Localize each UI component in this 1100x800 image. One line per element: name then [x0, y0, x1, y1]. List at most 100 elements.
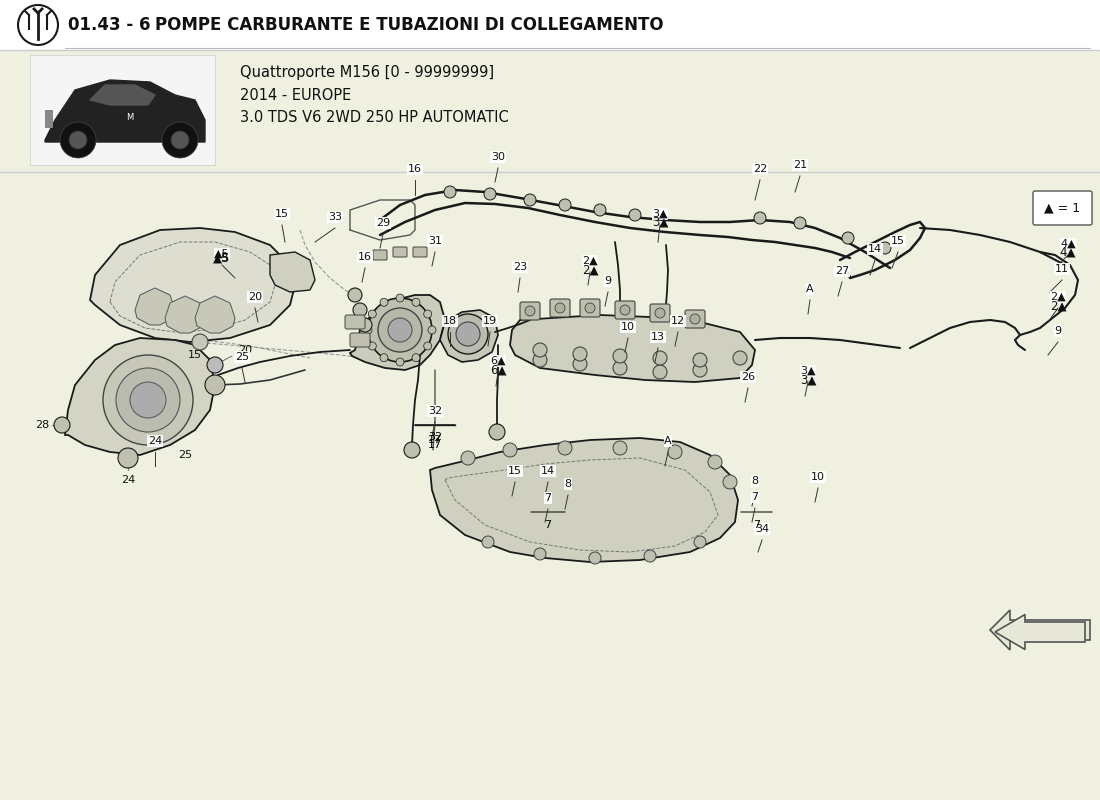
- Text: 3.0 TDS V6 2WD 250 HP AUTOMATIC: 3.0 TDS V6 2WD 250 HP AUTOMATIC: [240, 110, 508, 125]
- Circle shape: [170, 131, 189, 149]
- Bar: [0, 0, 1100, 50]
- Text: 7: 7: [754, 520, 760, 530]
- Polygon shape: [165, 296, 205, 333]
- Circle shape: [503, 443, 517, 457]
- Polygon shape: [90, 85, 155, 105]
- FancyBboxPatch shape: [393, 247, 407, 257]
- Text: 7: 7: [544, 493, 551, 503]
- Text: 8: 8: [564, 479, 572, 489]
- Circle shape: [428, 326, 436, 334]
- Text: 6▲: 6▲: [490, 363, 506, 377]
- Text: 10: 10: [811, 472, 825, 482]
- Text: 15: 15: [275, 209, 289, 219]
- Circle shape: [558, 441, 572, 455]
- Circle shape: [879, 242, 891, 254]
- Polygon shape: [510, 315, 755, 382]
- Text: 13: 13: [651, 332, 666, 342]
- Circle shape: [207, 357, 223, 373]
- Text: 15: 15: [508, 466, 522, 476]
- Circle shape: [118, 448, 138, 468]
- Circle shape: [456, 322, 480, 346]
- Circle shape: [613, 361, 627, 375]
- Polygon shape: [440, 310, 498, 362]
- Text: 17: 17: [428, 435, 442, 445]
- Polygon shape: [65, 338, 214, 455]
- Text: 3▲: 3▲: [652, 209, 668, 219]
- Circle shape: [534, 548, 546, 560]
- Circle shape: [723, 475, 737, 489]
- Text: 24: 24: [121, 475, 135, 485]
- Circle shape: [412, 298, 420, 306]
- Text: 20: 20: [248, 292, 262, 302]
- Circle shape: [130, 382, 166, 418]
- Text: 8: 8: [751, 476, 759, 486]
- Text: 16: 16: [408, 164, 422, 174]
- Circle shape: [388, 318, 412, 342]
- Circle shape: [424, 310, 431, 318]
- Circle shape: [588, 552, 601, 564]
- Text: 29: 29: [376, 218, 390, 228]
- Circle shape: [364, 326, 372, 334]
- Polygon shape: [90, 228, 295, 342]
- Text: 2▲: 2▲: [582, 263, 598, 277]
- Text: 19: 19: [483, 316, 497, 326]
- Circle shape: [573, 357, 587, 371]
- Circle shape: [368, 342, 376, 350]
- Text: ▲5: ▲5: [213, 251, 231, 265]
- FancyArrow shape: [996, 614, 1085, 650]
- Text: 01.43 - 6: 01.43 - 6: [68, 16, 151, 34]
- Text: 16: 16: [358, 252, 372, 262]
- Circle shape: [694, 536, 706, 548]
- Circle shape: [192, 334, 208, 350]
- Circle shape: [482, 536, 494, 548]
- Circle shape: [60, 122, 96, 158]
- Polygon shape: [430, 438, 738, 562]
- Text: 11: 11: [1055, 264, 1069, 274]
- Circle shape: [353, 303, 367, 317]
- Circle shape: [629, 209, 641, 221]
- Circle shape: [379, 354, 388, 362]
- Circle shape: [559, 199, 571, 211]
- Circle shape: [490, 424, 505, 440]
- Text: 2▲: 2▲: [1049, 299, 1066, 313]
- Polygon shape: [270, 252, 315, 292]
- Text: 9: 9: [604, 276, 612, 286]
- FancyBboxPatch shape: [615, 301, 635, 319]
- Circle shape: [404, 442, 420, 458]
- FancyBboxPatch shape: [412, 247, 427, 257]
- Text: 7: 7: [751, 492, 759, 502]
- Text: 2014 - EUROPE: 2014 - EUROPE: [240, 87, 351, 102]
- Circle shape: [444, 186, 456, 198]
- Text: 31: 31: [428, 236, 442, 246]
- Text: POMPE CARBURANTE E TUBAZIONI DI COLLEGAMENTO: POMPE CARBURANTE E TUBAZIONI DI COLLEGAM…: [155, 16, 663, 34]
- Text: A: A: [664, 436, 672, 446]
- Circle shape: [693, 363, 707, 377]
- Text: 32: 32: [428, 406, 442, 416]
- Text: 23: 23: [513, 262, 527, 272]
- Text: M: M: [126, 114, 133, 122]
- Polygon shape: [135, 288, 175, 325]
- Bar: [45, 110, 53, 128]
- Text: 34: 34: [755, 524, 769, 534]
- Text: 25: 25: [235, 352, 249, 362]
- Text: 14: 14: [541, 466, 556, 476]
- Circle shape: [378, 308, 422, 352]
- Circle shape: [594, 204, 606, 216]
- Circle shape: [653, 351, 667, 365]
- Circle shape: [620, 305, 630, 315]
- Circle shape: [525, 306, 535, 316]
- Text: ▲ = 1: ▲ = 1: [1044, 202, 1080, 214]
- Text: 10: 10: [621, 322, 635, 332]
- Text: 32: 32: [428, 432, 442, 442]
- Circle shape: [654, 308, 666, 318]
- Text: 15: 15: [188, 350, 202, 360]
- Circle shape: [534, 353, 547, 367]
- Text: 21: 21: [793, 160, 807, 170]
- Text: ▲5: ▲5: [214, 249, 230, 259]
- Circle shape: [69, 131, 87, 149]
- Circle shape: [358, 318, 372, 332]
- Circle shape: [794, 217, 806, 229]
- Circle shape: [524, 194, 536, 206]
- FancyBboxPatch shape: [580, 299, 600, 317]
- Circle shape: [412, 354, 420, 362]
